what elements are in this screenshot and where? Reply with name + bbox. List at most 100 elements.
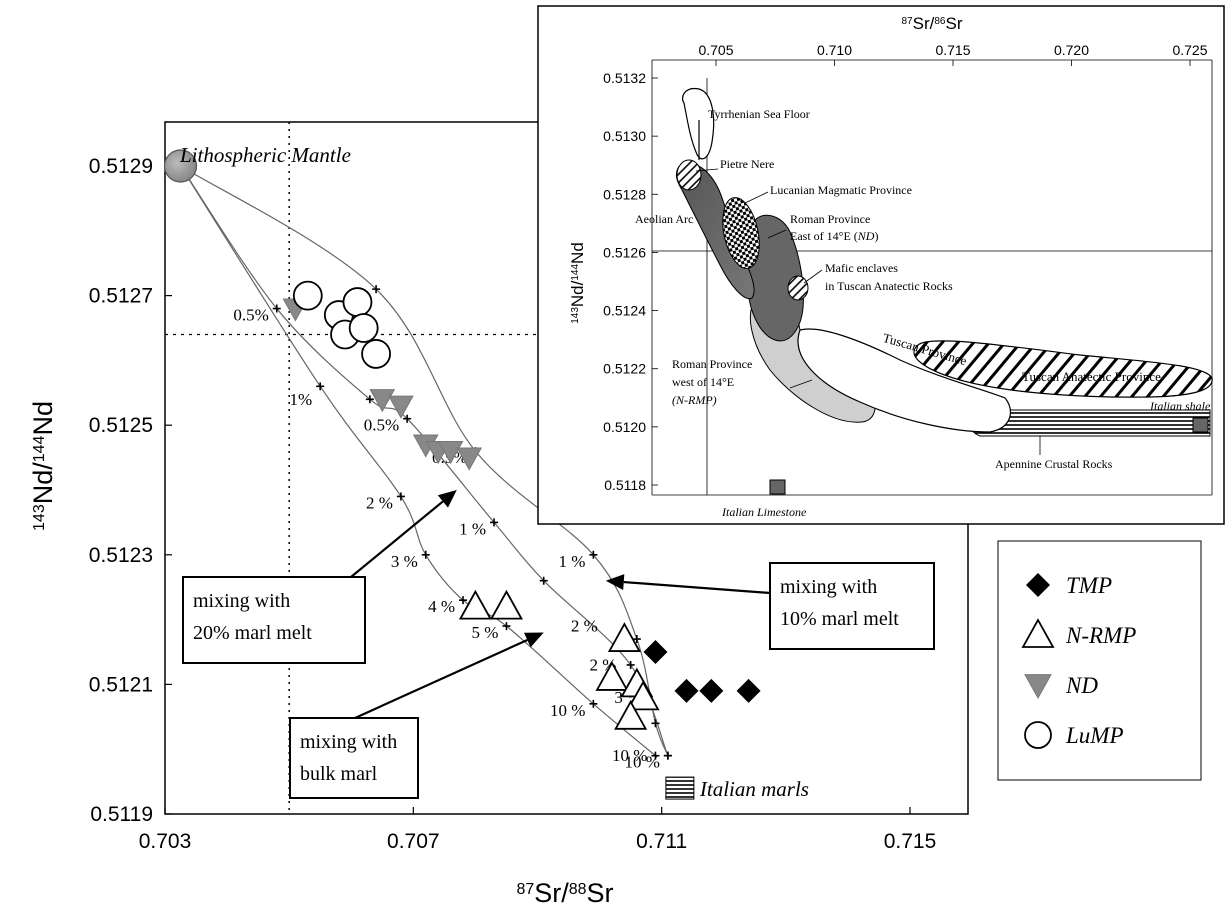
field-pietre-nere (676, 159, 702, 191)
inset-plot: 0.705 0.710 0.715 0.720 0.725 0.5118 0.5120 0.5… (537, 5, 1225, 525)
y-tick-label: 0.5125 (89, 414, 153, 437)
data-point-n-rmp (626, 680, 660, 711)
italian-shale-marker (1192, 417, 1209, 433)
inset-x-axis-label: 87Sr/86Sr (902, 14, 963, 33)
lithospheric-mantle-label: Lithospheric Mantle (179, 143, 351, 167)
data-point-n-rmp (489, 589, 523, 620)
mixing-tick-label: 10 % (612, 746, 647, 765)
mixing-tick-mark (403, 414, 412, 423)
data-point-lump (292, 280, 323, 311)
leader-mafic (803, 269, 823, 284)
label-tuscan-anatectic: Tuscan Anatectic Province (1022, 369, 1161, 384)
mixing-tick-mark (589, 550, 598, 559)
mixing-tick-mark (421, 550, 430, 559)
label-roman-west: Roman Province (672, 357, 752, 371)
inset-y-tick-label: 0.5132 (603, 70, 646, 86)
label-mafic-sub: in Tuscan Anatectic Rocks (825, 279, 953, 293)
annotation-text: bulk marl (300, 763, 378, 785)
mixing-tick-label: 0.5% (233, 306, 268, 325)
inset-y-tick-label: 0.5122 (603, 361, 646, 377)
annotation-arrow (350, 500, 444, 578)
label-lucanian: Lucanian Magmatic Province (770, 183, 912, 197)
italian-limestone-marker (769, 479, 786, 495)
mixing-tick-label: 10 % (550, 701, 585, 720)
mixing-tick-mark (539, 576, 548, 585)
x-tick-label: 0.703 (139, 830, 192, 853)
data-point-nd (388, 395, 414, 419)
annotation-arrow (354, 638, 528, 720)
label-italian-shale: Italian shale (1149, 399, 1211, 413)
label-pietre-nere: Pietre Nere (720, 157, 774, 171)
legend-label: TMP (1066, 573, 1112, 598)
leader-pietre-nere (695, 168, 719, 172)
data-point-tmp (736, 678, 761, 703)
inset-x-tick-label: 0.710 (817, 42, 852, 58)
annotation-text: mixing with (780, 576, 877, 598)
mixing-tick-mark (632, 635, 641, 644)
y-tick-label: 0.5121 (89, 673, 153, 696)
inset-y-tick-label: 0.5130 (603, 128, 646, 144)
annotation-arrowhead (605, 574, 625, 591)
mixing-tick-label: 0.5% (364, 416, 399, 435)
endmembers: Lithospheric Mantle Italian marls (163, 143, 809, 801)
inset-axes: 0.705 0.710 0.715 0.720 0.725 0.5118 0.5120 0.5… (603, 42, 1213, 496)
y-tick-label: 0.5127 (89, 285, 153, 308)
mixing-tick-label: 10 % (624, 753, 659, 772)
mixing-tick-label: 3 % (391, 552, 418, 571)
label-mafic: Mafic enclaves (825, 261, 898, 275)
mixing-tick-mark (663, 751, 672, 760)
data-points (282, 280, 761, 730)
legend-label: ND (1065, 673, 1098, 698)
legend: TMP N-RMP ND LuMP (997, 540, 1202, 781)
data-point-tmp (699, 678, 724, 703)
data-point-n-rmp (458, 589, 492, 620)
data-point-tmp (674, 678, 699, 703)
x-axis-label: 87Sr/88Sr (516, 878, 613, 908)
mixing-tick-label: 5 % (472, 623, 499, 642)
annotation-arrow (623, 580, 771, 595)
mixing-tick-mark (365, 395, 374, 404)
field-aeolian-arc (675, 162, 755, 300)
annotation-arrowhead (437, 490, 457, 508)
data-point-lump (342, 287, 373, 317)
legend-label: N-RMP (1065, 623, 1136, 648)
lithospheric-mantle-marker (163, 149, 198, 183)
y-tick-label: 0.5119 (90, 803, 153, 826)
mixing-tick-mark (316, 382, 325, 391)
inset-y-tick-label: 0.5120 (603, 419, 646, 435)
data-point-n-rmp (614, 699, 648, 730)
mixing-tick-mark (626, 660, 635, 669)
mixing-tick-label: 1 % (459, 519, 486, 538)
annotation-text: 20% marl melt (193, 622, 312, 644)
inset-y-tick-label: 0.5126 (603, 244, 646, 260)
x-tick-label: 0.711 (636, 830, 687, 853)
label-roman-east-sub: East of 14°E (ND) (790, 229, 878, 243)
italian-marls-label: Italian marls (699, 777, 809, 801)
x-tick-label: 0.707 (387, 830, 440, 853)
main-axes: 0.703 0.707 0.711 0.715 0.5119 0.5121 0.5123 0.… (89, 155, 937, 853)
x-tick-label: 0.715 (884, 830, 937, 853)
mixing-tick-mark (651, 751, 660, 760)
inset-y-axis-label: 143Nd/144Nd (568, 242, 587, 324)
inset-x-tick-label: 0.715 (935, 42, 970, 58)
mixing-tick-label: 4 % (428, 597, 455, 616)
italian-marls-marker (665, 776, 695, 800)
mixing-tick-mark (396, 492, 405, 501)
label-apennine: Apennine Crustal Rocks (995, 457, 1113, 471)
mixing-tick-mark (651, 719, 660, 728)
annotation-text: mixing with (300, 731, 397, 753)
inset-y-tick-label: 0.5124 (603, 303, 646, 319)
data-point-nd (456, 447, 483, 471)
inset-y-tick-label: 0.5118 (604, 477, 646, 493)
mixing-tick-mark (490, 518, 499, 527)
field-lucanian-magmatic-province (722, 197, 760, 269)
legend-marker-tmp (1026, 573, 1050, 597)
inset-x-tick-label: 0.725 (1172, 42, 1207, 58)
label-roman-east: Roman Province (790, 212, 870, 226)
mixing-tick-label: 1 % (558, 552, 585, 571)
mixing-tick-label: 2 % (366, 493, 393, 512)
field-tuscan-anatectic-province (913, 340, 1213, 398)
label-tyrrhenian-sea-floor: Tyrrhenian Sea Floor (708, 107, 810, 121)
label-aeolian-arc: Aeolian Arc (635, 212, 693, 226)
